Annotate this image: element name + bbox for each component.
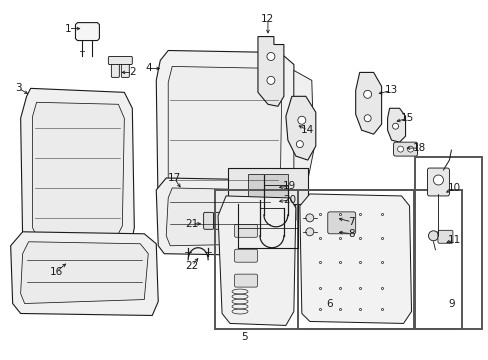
Text: 15: 15 [400,113,413,123]
Circle shape [296,141,303,148]
Circle shape [427,231,438,241]
Circle shape [266,53,274,60]
Text: 11: 11 [447,235,460,245]
FancyBboxPatch shape [108,57,132,64]
Text: 21: 21 [185,219,198,229]
Text: 16: 16 [50,267,63,276]
Text: 5: 5 [241,332,248,342]
FancyBboxPatch shape [437,230,452,243]
Polygon shape [33,102,124,240]
Polygon shape [11,232,158,315]
Polygon shape [293,71,313,180]
Text: 1: 1 [65,24,72,33]
Text: 20: 20 [283,195,296,205]
Polygon shape [387,108,405,142]
FancyBboxPatch shape [234,274,257,287]
Circle shape [392,123,398,129]
Circle shape [305,214,313,222]
Polygon shape [227,168,307,204]
FancyBboxPatch shape [121,62,129,77]
Circle shape [432,175,443,185]
FancyBboxPatch shape [427,168,448,196]
Bar [297,190,413,329]
Circle shape [363,90,371,98]
Circle shape [397,146,403,152]
FancyBboxPatch shape [327,212,355,234]
Text: 3: 3 [15,84,22,93]
Polygon shape [355,72,381,134]
FancyBboxPatch shape [393,142,417,156]
Text: 10: 10 [447,183,460,193]
Polygon shape [20,88,134,252]
Polygon shape [168,67,281,224]
Polygon shape [156,50,295,234]
FancyBboxPatch shape [234,249,257,262]
FancyBboxPatch shape [213,212,223,229]
Text: 7: 7 [347,217,354,227]
Polygon shape [156,178,281,256]
Text: 2: 2 [129,67,135,77]
Text: 14: 14 [301,125,314,135]
Text: 6: 6 [326,298,332,309]
Polygon shape [75,23,99,41]
Circle shape [364,115,370,122]
Text: 18: 18 [412,143,425,153]
Text: 9: 9 [447,298,454,309]
Polygon shape [166,188,273,246]
Polygon shape [218,196,295,325]
Circle shape [305,228,313,236]
FancyBboxPatch shape [111,62,119,77]
Text: 17: 17 [167,173,181,183]
Polygon shape [258,37,284,106]
Circle shape [266,76,274,84]
Circle shape [407,146,413,152]
Polygon shape [247,174,287,198]
Text: 13: 13 [384,85,397,95]
Text: 22: 22 [185,261,198,271]
Text: 4: 4 [144,63,151,73]
FancyBboxPatch shape [203,212,213,229]
FancyBboxPatch shape [234,224,257,237]
Polygon shape [299,194,411,323]
Bar [215,190,462,329]
Circle shape [297,116,305,124]
Bar [414,157,481,329]
Text: 12: 12 [261,14,274,24]
Text: 19: 19 [283,181,296,191]
Polygon shape [20,242,148,303]
Polygon shape [285,96,315,160]
Text: 8: 8 [347,229,354,239]
